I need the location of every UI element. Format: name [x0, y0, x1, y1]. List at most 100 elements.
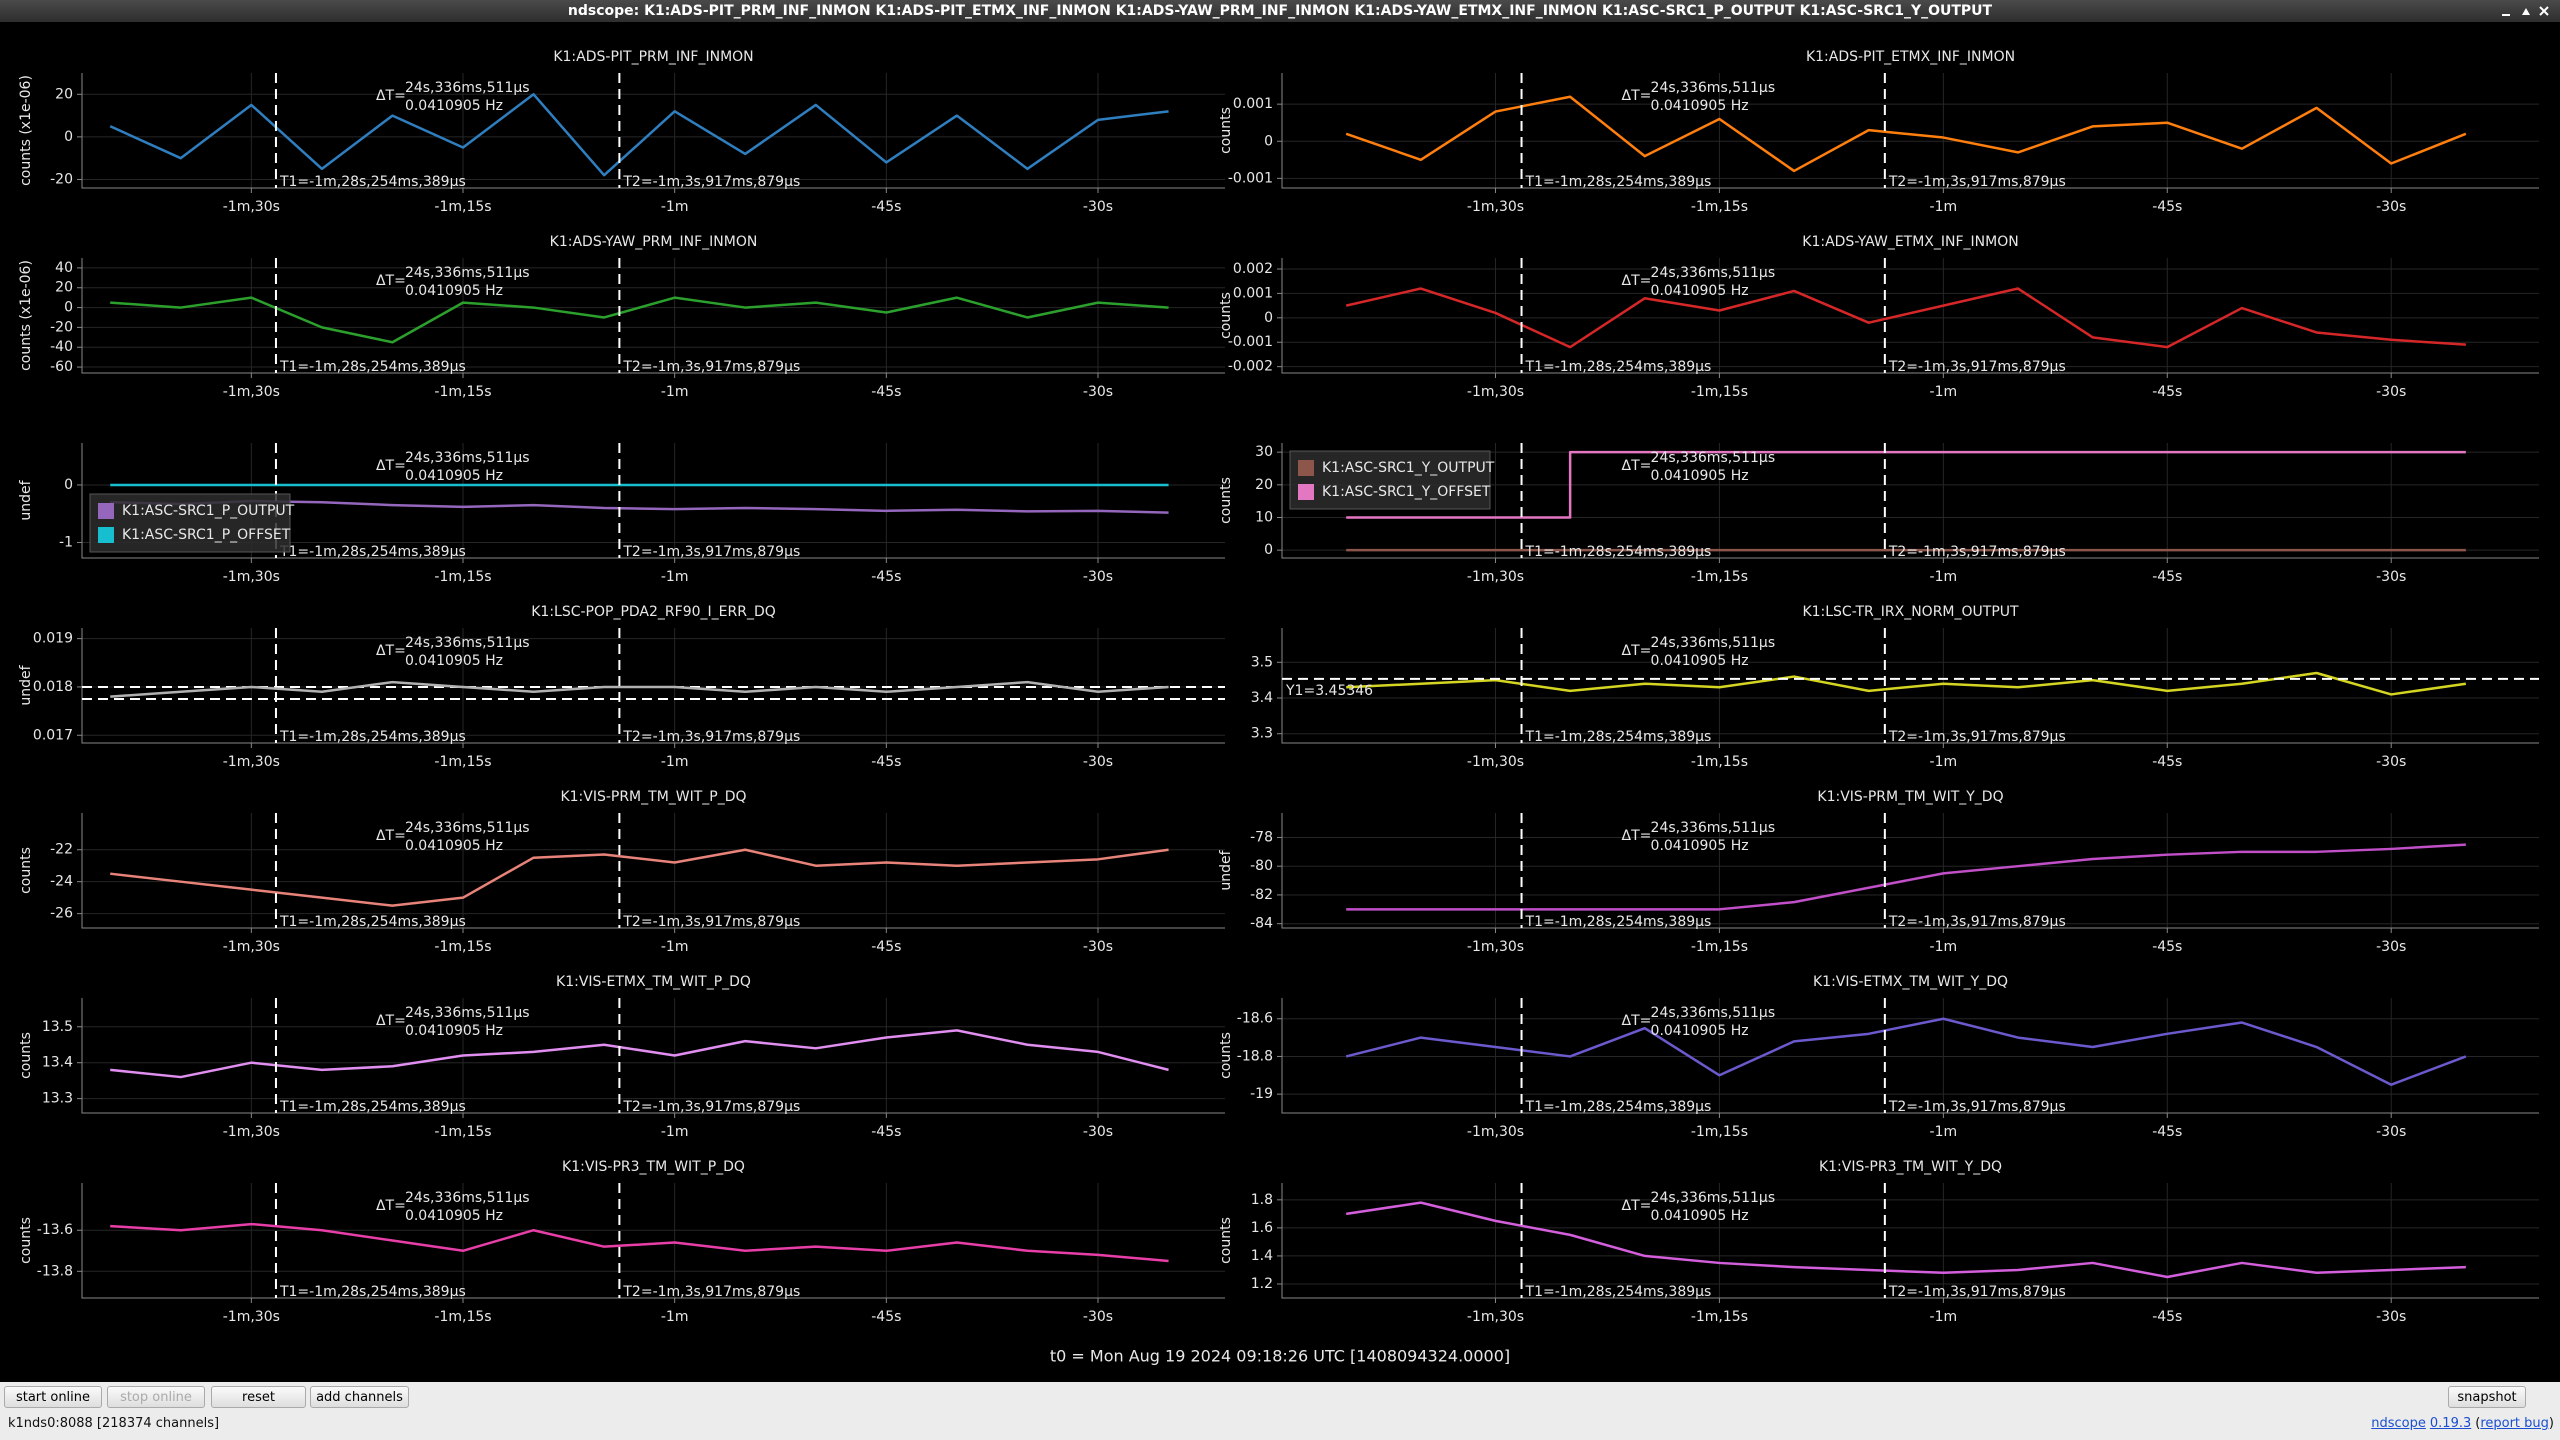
x-tick-label: -1m: [661, 939, 689, 955]
trace: [1345, 1017, 2467, 1086]
delta-value: 24s,336ms,511µs: [405, 820, 530, 836]
delta-value: 24s,336ms,511µs: [405, 80, 530, 96]
delta-frequency: 0.0410905 Hz: [405, 1208, 503, 1224]
link[interactable]: ndscope: [2371, 1416, 2426, 1431]
x-tick-label: -45s: [2152, 384, 2182, 400]
x-tick-label: -45s: [871, 569, 901, 585]
trace: [1346, 671, 2467, 696]
x-tick-label: -45s: [2152, 569, 2182, 585]
link[interactable]: 0.19.3: [2429, 1416, 2472, 1431]
x-tick-label: -1m: [1930, 1124, 1958, 1140]
x-tick-label: -30s: [2376, 754, 2406, 770]
time-cursor-label: T1=-1m,28s,254ms,389µs: [1525, 1099, 1712, 1115]
plot-area: t0 = Mon Aug 19 2024 09:18:26 UTC [14080…: [18, 49, 2539, 1366]
x-tick-label: -30s: [1083, 939, 1113, 955]
y-axis-label: counts: [1218, 1217, 1234, 1264]
time-cursor-label: T2=-1m,3s,917ms,879µs: [1888, 544, 2066, 560]
axis-line: [81, 1183, 1225, 1299]
x-tick-label: -30s: [2376, 1309, 2406, 1325]
legend-box: [89, 493, 291, 553]
legend-swatch: [98, 503, 114, 519]
y-tick-label: 20: [1255, 477, 1273, 493]
time-cursor-label: T1=-1m,28s,254ms,389µs: [279, 729, 466, 745]
y-tick-label: 1.2: [1251, 1276, 1273, 1292]
y-axis-label: counts: [1218, 292, 1234, 339]
delta-frequency: 0.0410905 Hz: [1651, 653, 1749, 669]
y-tick-label: 13.4: [42, 1055, 73, 1071]
y-axis-label: undef: [1218, 849, 1234, 890]
delta-label: ΔT=: [1622, 1198, 1652, 1214]
x-tick-label: -1m: [661, 1124, 689, 1140]
trace: [109, 93, 1169, 177]
button[interactable]: start online: [4, 1386, 102, 1408]
x-tick-label: -30s: [1083, 1124, 1113, 1140]
delta-value: 24s,336ms,511µs: [405, 265, 530, 281]
snapshot-button[interactable]: snapshot: [2448, 1386, 2526, 1408]
axis-line: [81, 73, 1225, 189]
x-tick-label: -1m,30s: [1467, 384, 1524, 400]
x-tick-label: -1m: [1930, 569, 1958, 585]
axis-line: [81, 813, 1225, 929]
x-tick-label: -1m,30s: [223, 754, 280, 770]
time-cursor-label: T1=-1m,28s,254ms,389µs: [1525, 1284, 1712, 1300]
delta-value: 24s,336ms,511µs: [405, 635, 530, 651]
x-tick-label: -30s: [2376, 199, 2406, 215]
x-tick-label: -45s: [871, 384, 901, 400]
y-tick-label: 0.018: [33, 679, 73, 695]
delta-value: 24s,336ms,511µs: [1651, 1190, 1776, 1206]
y-tick-label: -0.002: [1228, 359, 1273, 375]
y-tick-label: -80: [1250, 858, 1273, 874]
x-tick-label: -30s: [2376, 1124, 2406, 1140]
x-tick-label: -1m,15s: [1691, 569, 1748, 585]
delta-frequency: 0.0410905 Hz: [1651, 283, 1749, 299]
x-tick-label: -1m,15s: [1691, 1124, 1748, 1140]
plot-title: K1:LSC-TR_IRX_NORM_OUTPUT: [1802, 604, 2019, 620]
delta-frequency: 0.0410905 Hz: [1651, 1208, 1749, 1224]
y-tick-label: -20: [50, 319, 73, 335]
delta-frequency: 0.0410905 Hz: [1651, 98, 1749, 114]
time-cursor-label: T2=-1m,3s,917ms,879µs: [622, 1099, 800, 1115]
y-tick-label: -1: [59, 534, 73, 550]
x-tick-label: -1m,30s: [223, 1124, 280, 1140]
y-tick-label: -13.8: [37, 1263, 73, 1279]
x-tick-label: -1m: [1930, 1309, 1958, 1325]
window-controls: [2502, 6, 2549, 16]
y-tick-label: -13.6: [37, 1222, 73, 1238]
delta-label: ΔT=: [376, 88, 406, 104]
delta-label: ΔT=: [376, 458, 406, 474]
y-tick-label: 0: [64, 129, 73, 145]
delta-value: 24s,336ms,511µs: [1651, 450, 1776, 466]
time-cursor-label: T2=-1m,3s,917ms,879µs: [1888, 1099, 2066, 1115]
close-button[interactable]: [2539, 6, 2549, 16]
button[interactable]: add channels: [310, 1386, 409, 1408]
legend-label: K1:ASC-SRC1_P_OUTPUT: [122, 503, 295, 519]
y-tick-label: 20: [55, 86, 73, 102]
legend-label: K1:ASC-SRC1_Y_OUTPUT: [1322, 460, 1495, 476]
time-cursor-label: T1=-1m,28s,254ms,389µs: [279, 1284, 466, 1300]
x-tick-label: -1m: [1930, 754, 1958, 770]
minimize-button[interactable]: [2502, 14, 2510, 16]
delta-value: 24s,336ms,511µs: [1651, 635, 1776, 651]
maximize-button[interactable]: [2522, 8, 2530, 15]
trace: [110, 296, 1169, 344]
time-cursor-label: T1=-1m,28s,254ms,389µs: [1525, 914, 1712, 930]
x-tick-label: -1m: [661, 754, 689, 770]
x-tick-label: -30s: [1083, 384, 1113, 400]
x-tick-label: -30s: [2376, 384, 2406, 400]
legend-swatch: [1298, 484, 1314, 500]
button[interactable]: reset: [211, 1386, 306, 1408]
time-cursor-label: T2=-1m,3s,917ms,879µs: [622, 544, 800, 560]
plot-title: K1:VIS-PRM_TM_WIT_Y_DQ: [1817, 789, 2003, 805]
y-tick-label: 3.4: [1251, 690, 1273, 706]
link[interactable]: report bug: [2480, 1416, 2549, 1431]
axis-line: [1281, 1183, 2539, 1299]
y-axis-label: counts: [18, 847, 34, 894]
y-tick-label: 0.017: [33, 727, 73, 743]
axis-line: [1281, 998, 2539, 1114]
time-cursor-label: T1=-1m,28s,254ms,389µs: [279, 544, 466, 560]
y-tick-label: -19: [1250, 1086, 1273, 1102]
delta-frequency: 0.0410905 Hz: [405, 283, 503, 299]
y-tick-label: -0.001: [1228, 334, 1273, 350]
axis-line: [81, 443, 1225, 559]
x-tick-label: -1m,30s: [223, 939, 280, 955]
